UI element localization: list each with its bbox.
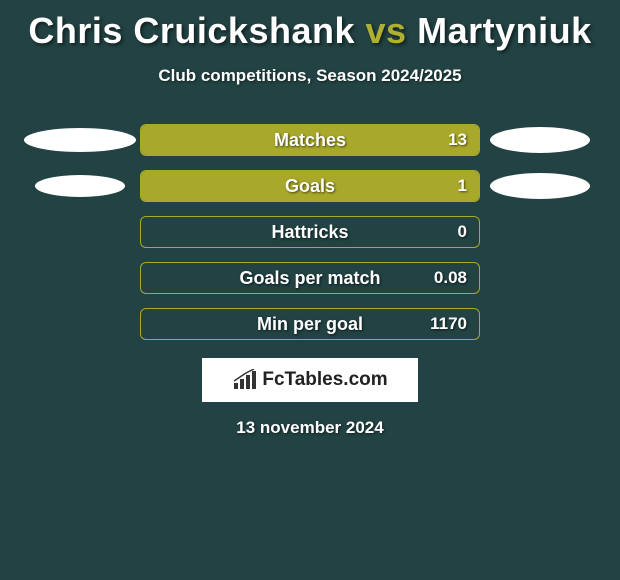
stat-value: 0 (458, 222, 467, 242)
stat-label: Hattricks (141, 222, 479, 243)
player2-name: Martyniuk (417, 10, 592, 51)
right-ellipse (490, 173, 590, 199)
stat-bar: Goals1 (140, 170, 480, 202)
page-title: Chris Cruickshank vs Martyniuk (0, 0, 620, 52)
stat-value: 1 (458, 176, 467, 196)
stat-bar: Matches13 (140, 124, 480, 156)
logo-text: FcTables.com (262, 369, 387, 391)
stat-label: Min per goal (141, 314, 479, 335)
stat-row: Hattricks0 (0, 216, 620, 248)
left-ellipse (24, 128, 136, 152)
stat-label: Goals (141, 176, 479, 197)
stat-row: Goals per match0.08 (0, 262, 620, 294)
left-side (20, 175, 140, 197)
right-ellipse (490, 127, 590, 153)
subtitle: Club competitions, Season 2024/2025 (0, 66, 620, 86)
stat-bar: Hattricks0 (140, 216, 480, 248)
right-side (480, 127, 600, 153)
left-side (20, 128, 140, 152)
stats-container: Matches13 Goals1 Hattricks0 Goals per match… (0, 124, 620, 340)
stat-row: Min per goal1170 (0, 308, 620, 340)
stat-value: 0.08 (434, 268, 467, 288)
date-label: 13 november 2024 (0, 418, 620, 438)
stat-bar: Goals per match0.08 (140, 262, 480, 294)
stat-label: Goals per match (141, 268, 479, 289)
stat-row: Goals1 (0, 170, 620, 202)
logo-box: FcTables.com (202, 358, 418, 402)
stat-bar: Min per goal1170 (140, 308, 480, 340)
right-side (480, 173, 600, 199)
player1-name: Chris Cruickshank (28, 10, 355, 51)
left-ellipse (35, 175, 125, 197)
stat-row: Matches13 (0, 124, 620, 156)
stat-value: 1170 (430, 314, 467, 334)
vs-label: vs (366, 10, 407, 51)
chart-icon (232, 369, 258, 391)
stat-value: 13 (448, 130, 467, 150)
stat-label: Matches (141, 130, 479, 151)
